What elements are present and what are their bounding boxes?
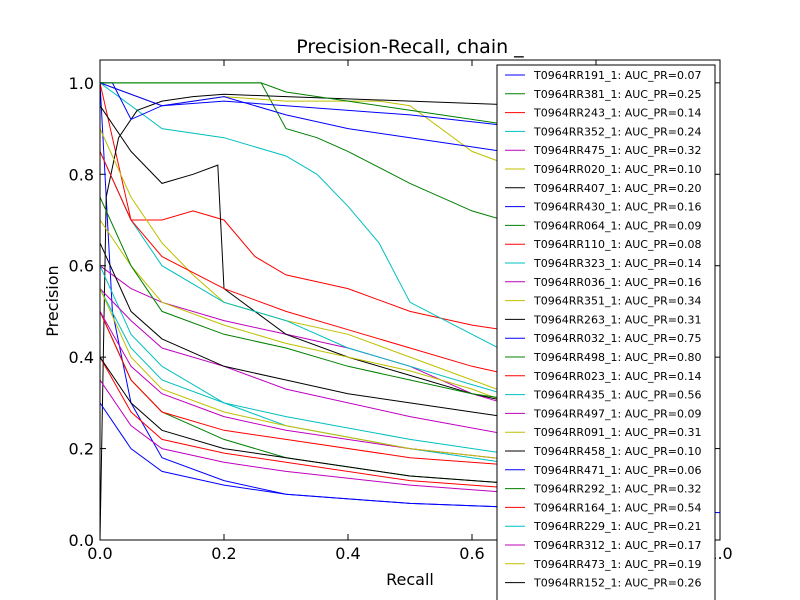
legend-entry: T0964RR312_1: AUC_PR=0.17: [533, 539, 701, 552]
legend-entry: T0964RR352_1: AUC_PR=0.24: [533, 125, 701, 138]
series-line-28: [100, 242, 535, 422]
chart-title: Precision-Recall, chain _: [296, 36, 524, 58]
y-tick-label: 0.8: [69, 165, 94, 184]
series-line-16: [100, 82, 535, 130]
series-line-4: [100, 82, 535, 367]
series-line-21: [100, 356, 535, 486]
y-tick-label: 0.0: [69, 531, 94, 550]
series-line-22: [100, 402, 535, 509]
legend-entry: T0964RR229_1: AUC_PR=0.21: [533, 520, 701, 533]
legend-entry: T0964RR323_1: AUC_PR=0.14: [533, 257, 701, 270]
x-tick-label: 0.2: [211, 544, 236, 563]
legend-entry: T0964RR036_1: AUC_PR=0.16: [533, 276, 701, 289]
legend-entry: T0964RR110_1: AUC_PR=0.08: [533, 238, 701, 251]
legend-entry: T0964RR351_1: AUC_PR=0.34: [533, 295, 701, 308]
legend-entry: T0964RR381_1: AUC_PR=0.25: [533, 88, 701, 101]
legend-entry: T0964RR435_1: AUC_PR=0.56: [533, 389, 701, 402]
y-axis-label: Precision: [43, 265, 62, 336]
legend-entry: T0964RR458_1: AUC_PR=0.10: [533, 445, 701, 458]
x-tick-label: 0.0: [87, 544, 112, 563]
legend-entry: T0964RR023_1: AUC_PR=0.14: [533, 370, 701, 383]
legend-box: [496, 64, 716, 600]
legend-entry: T0964RR064_1: AUC_PR=0.09: [533, 219, 701, 232]
series-line-23: [100, 196, 535, 404]
legend-entry: T0964RR263_1: AUC_PR=0.31: [533, 313, 701, 326]
x-axis-label: Recall: [386, 570, 434, 589]
series-line-18: [100, 151, 535, 404]
legend-entry: T0964RR243_1: AUC_PR=0.14: [533, 107, 701, 120]
x-tick-label: 0.4: [335, 544, 360, 563]
legend-entry: T0964RR498_1: AUC_PR=0.80: [533, 351, 701, 364]
series-lines: [100, 82, 720, 540]
legend-entry: T0964RR152_1: AUC_PR=0.26: [533, 577, 701, 590]
legend-entry: T0964RR032_1: AUC_PR=0.75: [533, 332, 701, 345]
axes-frame: [99, 59, 721, 541]
series-line-17: [100, 311, 535, 468]
series-line-25: [100, 288, 535, 459]
legend-entry: T0964RR164_1: AUC_PR=0.54: [533, 501, 701, 514]
series-line-24: [100, 151, 535, 381]
y-tick-label: 0.6: [69, 257, 94, 276]
series-line-8: [100, 82, 535, 157]
series-line-20: [100, 219, 535, 413]
x-tick-label: 0.6: [459, 544, 484, 563]
y-tick-label: 0.4: [69, 348, 94, 367]
series-line-27: [100, 288, 535, 463]
legend-entry: T0964RR020_1: AUC_PR=0.10: [533, 163, 701, 176]
series-line-7: [100, 93, 535, 540]
legend-entry: T0964RR091_1: AUC_PR=0.31: [533, 426, 701, 439]
series-line-10: [100, 356, 535, 491]
series-line-3: [100, 82, 535, 335]
legend-entry: T0964RR475_1: AUC_PR=0.32: [533, 144, 701, 157]
legend-entry: T0964RR497_1: AUC_PR=0.09: [533, 407, 701, 420]
legend-entry: T0964RR473_1: AUC_PR=0.19: [533, 558, 701, 571]
y-tick-label: 1.0: [69, 74, 94, 93]
legend-entry: T0964RR471_1: AUC_PR=0.06: [533, 464, 701, 477]
legend: T0964RR191_1: AUC_PR=0.07 T0964RR381_1: A…: [496, 64, 716, 600]
legend-entry: T0964RR191_1: AUC_PR=0.07: [533, 69, 701, 82]
y-tick-label: 0.2: [69, 440, 94, 459]
legend-entry: T0964RR292_1: AUC_PR=0.32: [533, 483, 701, 496]
legend-entry: T0964RR430_1: AUC_PR=0.16: [533, 201, 701, 214]
legend-entry: T0964RR407_1: AUC_PR=0.20: [533, 182, 701, 195]
series-line-19: [100, 379, 535, 495]
